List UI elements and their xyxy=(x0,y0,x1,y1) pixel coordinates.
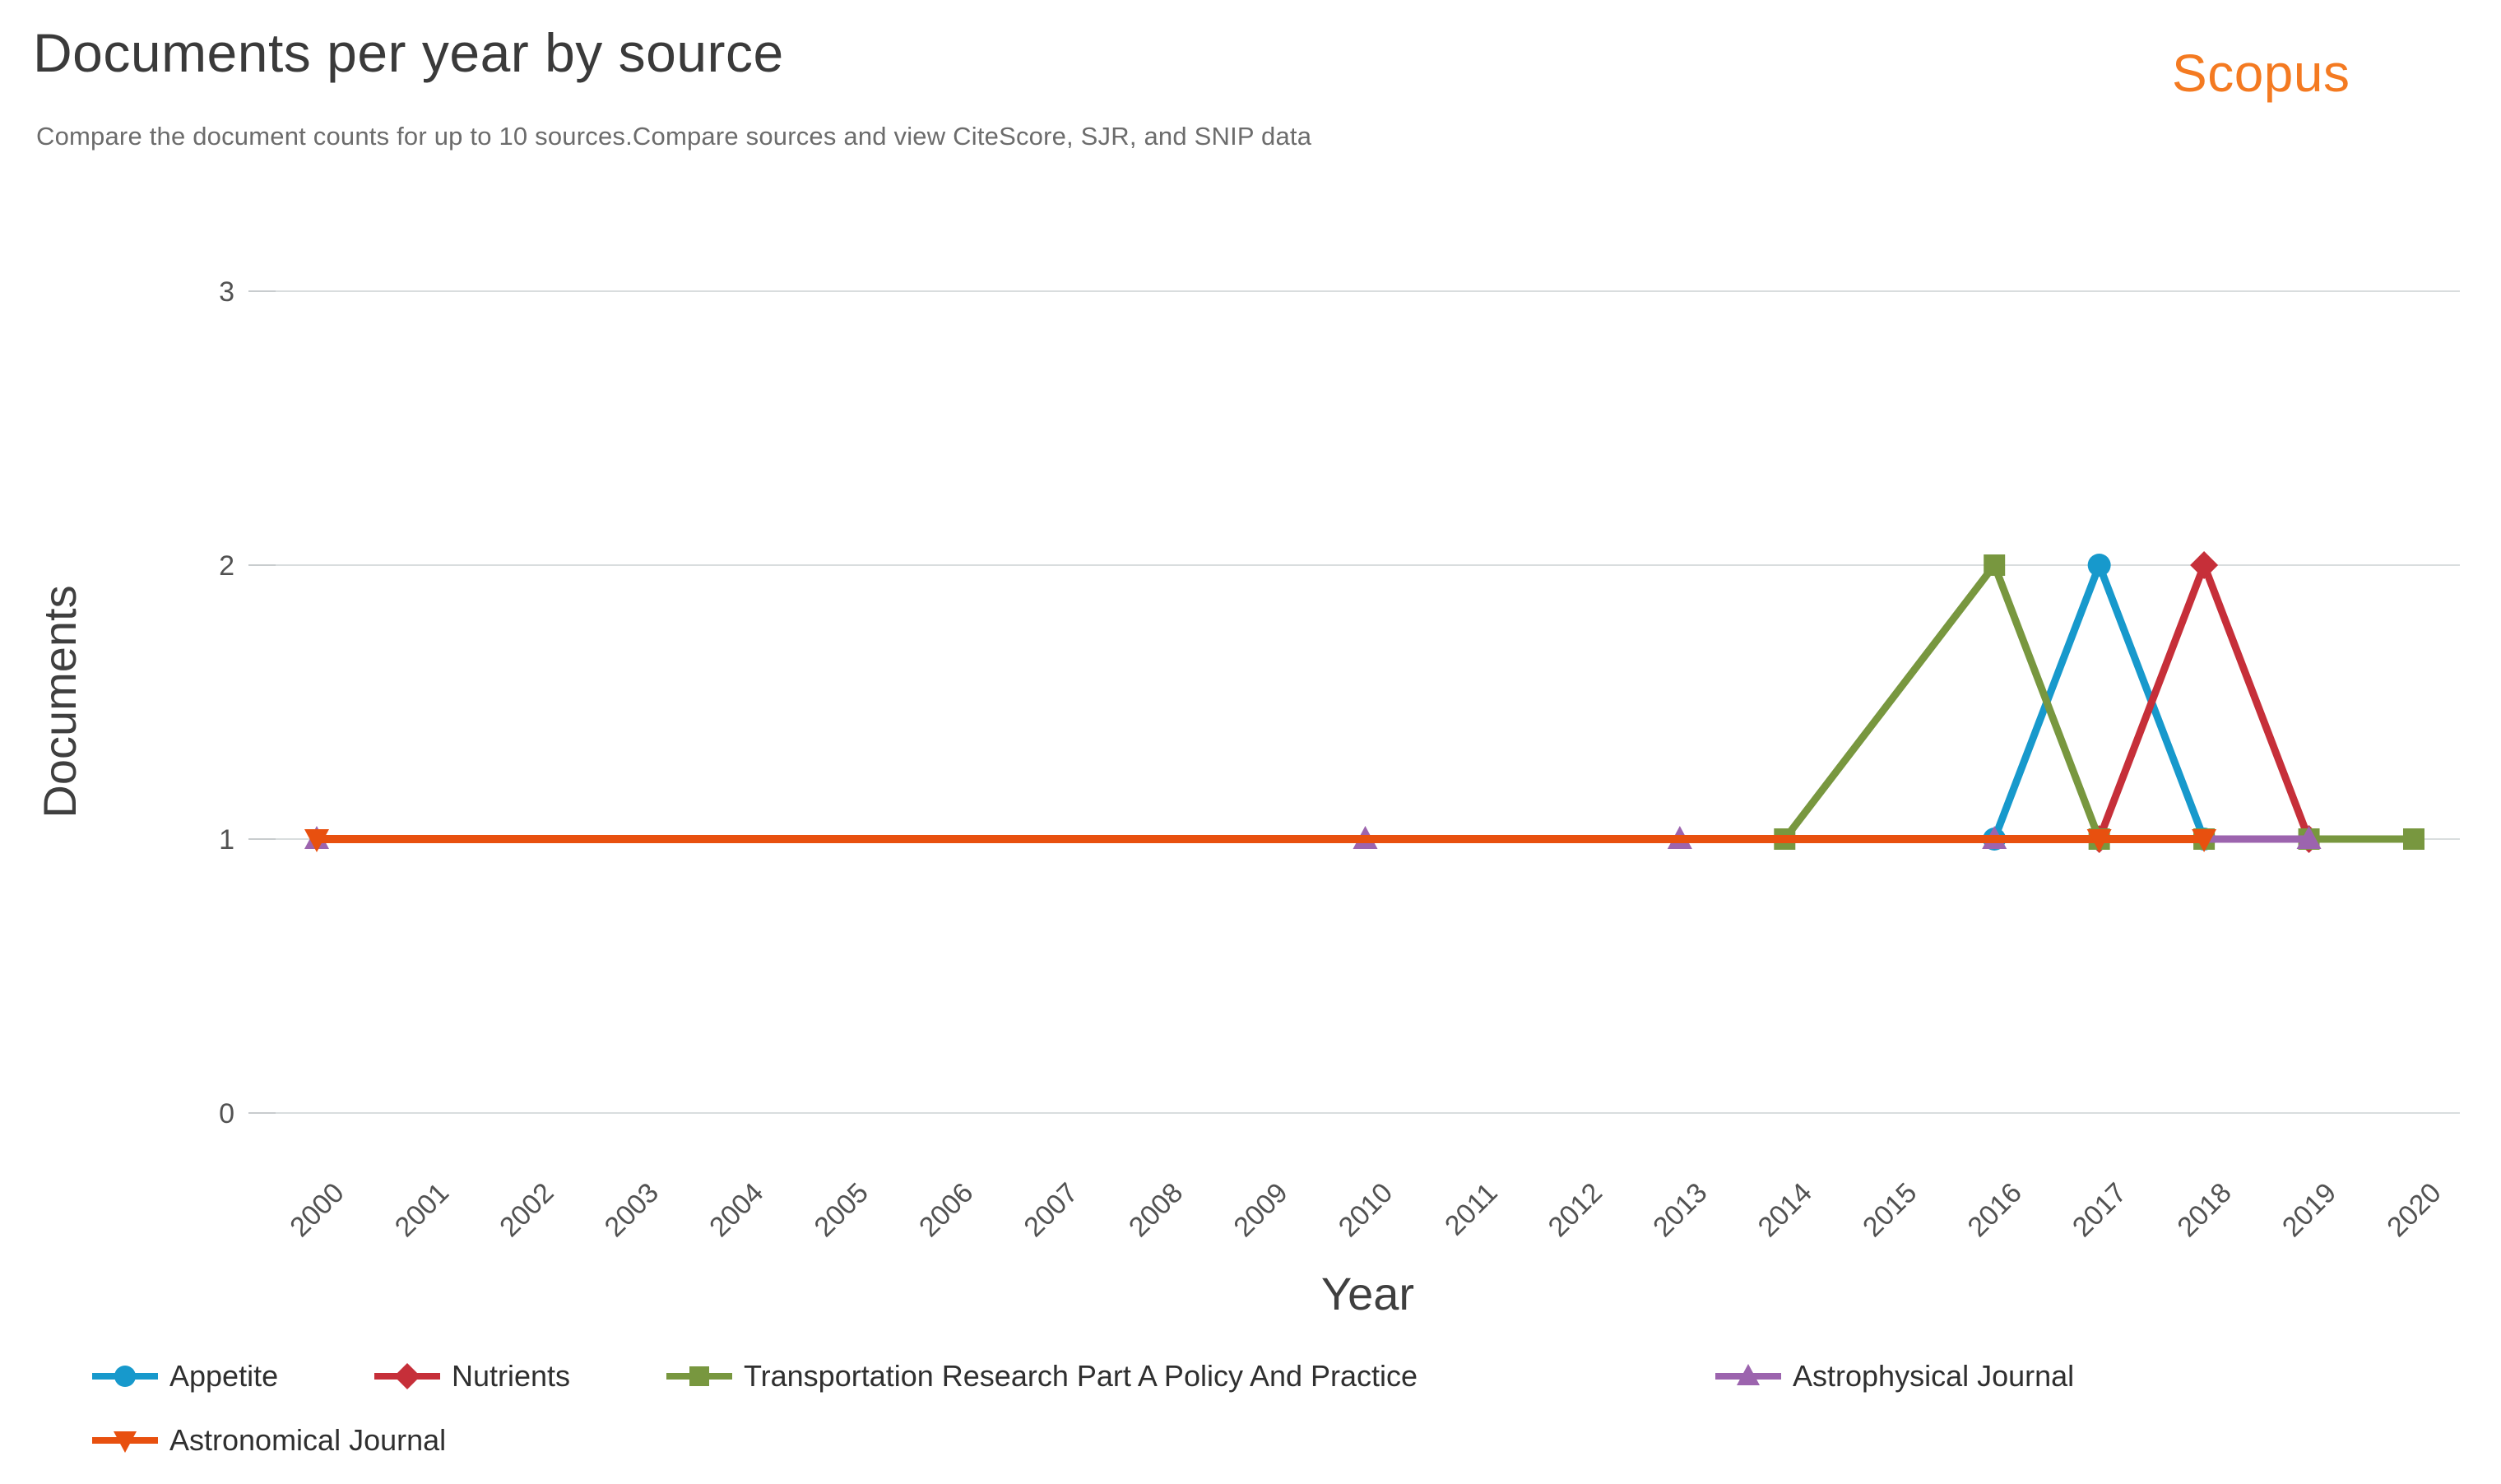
x-tick-label: 2013 xyxy=(1647,1177,1713,1243)
series-marker xyxy=(2087,554,2111,577)
series-marker xyxy=(304,829,329,852)
x-tick-label: 2006 xyxy=(913,1177,979,1243)
circle-icon xyxy=(114,1366,136,1387)
legend-item-astrophysical-journal[interactable]: Astrophysical Journal xyxy=(1715,1359,2074,1394)
series-marker xyxy=(2086,829,2112,852)
x-tick-label: 2016 xyxy=(1962,1177,2028,1243)
x-tick-label: 2011 xyxy=(1439,1177,1504,1242)
series-line xyxy=(1780,561,2418,843)
page-subtitle: Compare the document counts for up to 10… xyxy=(36,122,1312,151)
page-title: Documents per year by source xyxy=(33,22,784,83)
x-tick-label: 2020 xyxy=(2381,1177,2447,1243)
square-icon xyxy=(689,1366,709,1386)
series-marker xyxy=(2403,828,2424,850)
legend-marker-icon xyxy=(1715,1364,1781,1385)
legend-marker-icon xyxy=(666,1366,732,1386)
legend-item-appetite[interactable]: Appetite xyxy=(92,1359,278,1394)
y-tick-label: 2 xyxy=(219,550,234,582)
legend-marker-icon xyxy=(92,1431,158,1453)
y-tick-label: 3 xyxy=(219,276,234,308)
series-marker xyxy=(2192,829,2217,852)
x-tick-label: 2019 xyxy=(2276,1177,2342,1243)
x-tick-label: 2010 xyxy=(1333,1177,1399,1243)
legend-label: Nutrients xyxy=(452,1359,571,1393)
diamond-icon xyxy=(394,1363,420,1389)
legend-item-transportation-research-part-a-policy-and-practice[interactable]: Transportation Research Part A Policy An… xyxy=(666,1359,1418,1394)
x-tick-label: 2007 xyxy=(1018,1177,1083,1243)
series-line xyxy=(2095,561,2313,843)
legend-label: Astrophysical Journal xyxy=(1793,1359,2075,1393)
x-tick-label: 2017 xyxy=(2067,1177,2132,1243)
triangle-down-icon xyxy=(114,1431,137,1453)
series-marker xyxy=(2296,826,2322,849)
y-axis-title: Documents xyxy=(34,585,86,818)
legend-label: Astronomical Journal xyxy=(169,1423,447,1457)
x-tick-label: 2003 xyxy=(599,1177,665,1243)
x-tick-label: 2009 xyxy=(1227,1177,1293,1243)
x-tick-label: 2004 xyxy=(703,1177,769,1243)
scopus-logo: Scopus xyxy=(2172,44,2350,103)
series-line xyxy=(1990,561,2208,843)
series-marker xyxy=(1984,554,2006,576)
x-axis-title: Year xyxy=(1321,1268,1414,1319)
x-tick-label: 2012 xyxy=(1543,1177,1608,1243)
x-tick-label: 2015 xyxy=(1857,1177,1923,1243)
y-tick-label: 1 xyxy=(219,824,234,856)
x-tick-label: 2002 xyxy=(494,1177,559,1243)
x-tick-label: 2014 xyxy=(1752,1177,1818,1243)
legend-label: Appetite xyxy=(169,1359,279,1393)
y-tick-label: 0 xyxy=(219,1098,234,1129)
legend-item-astronomical-journal[interactable]: Astronomical Journal xyxy=(92,1423,446,1458)
x-tick-label: 2005 xyxy=(809,1177,875,1243)
legend-marker-icon xyxy=(374,1363,440,1389)
x-tick-label: 2008 xyxy=(1123,1177,1189,1243)
series-marker xyxy=(2190,551,2219,579)
x-tick-label: 2018 xyxy=(2171,1177,2237,1243)
x-tick-label: 2001 xyxy=(389,1177,455,1243)
legend-marker-icon xyxy=(92,1366,158,1387)
legend-label: Transportation Research Part A Policy An… xyxy=(744,1359,1418,1393)
triangle-up-icon xyxy=(1737,1364,1760,1385)
legend-item-nutrients[interactable]: Nutrients xyxy=(374,1359,570,1394)
x-tick-label: 2000 xyxy=(284,1177,350,1243)
